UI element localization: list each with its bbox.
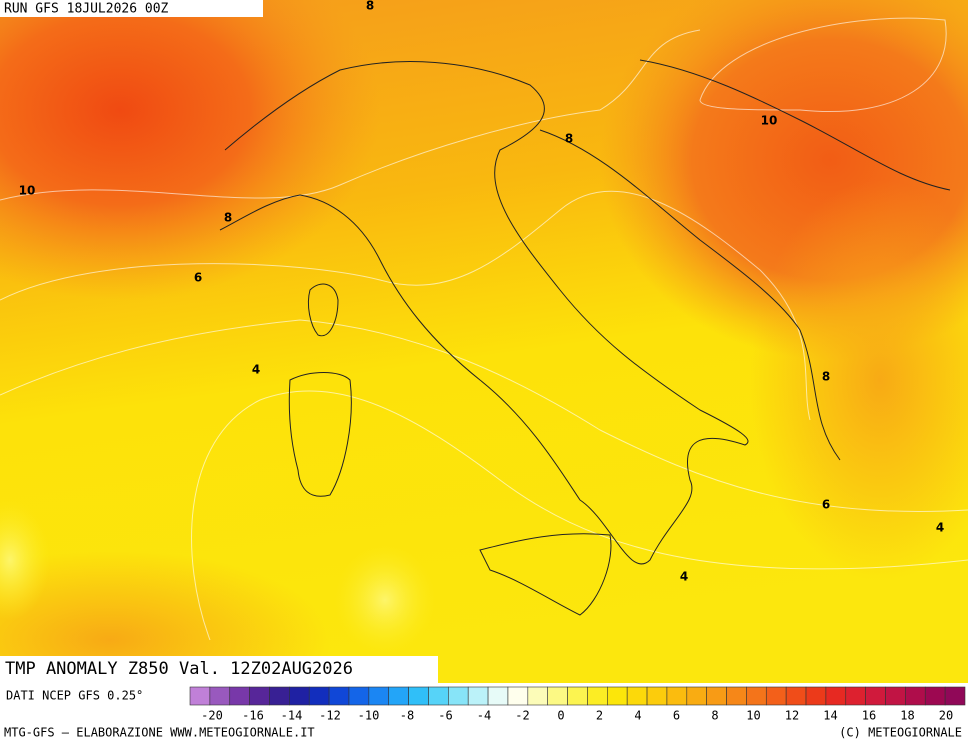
colorbar-swatch [706, 686, 727, 706]
colorbar-swatch [805, 686, 827, 706]
colorbar-tick-label: 14 [823, 709, 837, 723]
footer-left: MTG-GFS — ELABORAZIONE WWW.METEOGIORNALE… [4, 726, 315, 740]
colorbar-swatch [885, 686, 906, 706]
contour-label: 6 [822, 498, 830, 512]
colorbar-tick-label: -8 [400, 709, 414, 723]
colorbar-swatch [666, 686, 688, 706]
colorbar-swatch [686, 686, 707, 706]
colorbar-tick-label: -16 [242, 709, 264, 723]
colorbar-swatch [229, 686, 250, 706]
colorbar-tick-label: 12 [785, 709, 799, 723]
contour-label: 4 [252, 363, 260, 377]
contour-label: 8 [366, 0, 374, 13]
colorbar-swatch [924, 686, 946, 706]
colorbar-swatch [487, 686, 509, 706]
contour-label: 8 [224, 211, 232, 225]
colorbar-swatch [905, 686, 926, 706]
colorbar-swatch [785, 686, 807, 706]
colorbar-swatch [646, 686, 668, 706]
colorbar-tick-label: -12 [319, 709, 341, 723]
colorbar-swatch [428, 686, 449, 706]
colorbar-tick-label: 6 [673, 709, 680, 723]
colorbar-tick-label: 4 [634, 709, 641, 723]
colorbar-swatch [249, 686, 270, 706]
title-box [0, 656, 438, 683]
colorbar-tick-label: 18 [900, 709, 914, 723]
colorbar-swatch [467, 686, 489, 706]
colorbar-swatch [865, 686, 886, 706]
colorbar-swatch [607, 686, 628, 706]
colorbar-tick-label: 20 [939, 709, 953, 723]
colorbar-tick-label: -14 [281, 709, 303, 723]
colorbar-swatch [944, 686, 966, 706]
contour-label: 10 [761, 114, 778, 128]
colorbar-swatch [328, 686, 350, 706]
contour-label: 10 [19, 184, 36, 198]
colorbar-swatch [507, 686, 529, 706]
map-title: TMP ANOMALY Z850 Val. 12Z02AUG2026 [5, 659, 353, 679]
colorbar-swatch [765, 686, 787, 706]
colorbar-tick-label: 10 [746, 709, 760, 723]
header-box [0, 0, 263, 17]
contour-labels: 8 10 8 10 8 6 4 8 6 4 4 [19, 0, 945, 584]
colorbar-swatch [368, 686, 390, 706]
colorbar-swatch [289, 686, 310, 706]
colorbar: -20 -16 -14 -12 -10 -8 -6 -4 -2 0 2 4 6 8 10 12 14 16 18 20 [189, 686, 966, 723]
run-label: RUN GFS 18JUL2026 00Z [4, 2, 169, 17]
colorbar-swatch [746, 686, 767, 706]
contour-label: 6 [194, 271, 202, 285]
contour-label: 4 [680, 570, 688, 584]
colorbar-tick-label: -10 [358, 709, 380, 723]
colorbar-tick-label: -2 [515, 709, 529, 723]
colorbar-swatch [845, 686, 866, 706]
colorbar-swatch [348, 686, 370, 706]
colorbar-swatch [408, 686, 429, 706]
colorbar-tick-label: 2 [596, 709, 603, 723]
colorbar-tick-label: -6 [438, 709, 452, 723]
map [0, 0, 968, 730]
colorbar-swatch [388, 686, 409, 706]
colorbar-tick-label: 8 [711, 709, 718, 723]
colorbar-tick-label: -20 [201, 709, 223, 723]
colorbar-tick-label: 0 [557, 709, 564, 723]
colorbar-swatch [587, 686, 608, 706]
colorbar-swatch [626, 686, 648, 706]
colorbar-tick-label: 16 [862, 709, 876, 723]
colorbar-swatch [547, 686, 568, 706]
footer-right: (C) METEOGIORNALE [839, 726, 962, 740]
colorbar-swatch [308, 686, 330, 706]
colorbar-swatch [726, 686, 747, 706]
colorbar-swatch [269, 686, 290, 706]
colorbar-swatch [448, 686, 469, 706]
colorbar-swatch [189, 686, 211, 706]
colorbar-swatch [567, 686, 588, 706]
colorbar-swatch [527, 686, 548, 706]
contour-label: 8 [822, 370, 830, 384]
colorbar-tick-label: -4 [477, 709, 491, 723]
colorbar-swatch [825, 686, 847, 706]
contour-label: 8 [565, 132, 573, 146]
colorbar-swatch [209, 686, 231, 706]
source-label: DATI NCEP GFS 0.25° [6, 689, 143, 703]
contour-label: 4 [936, 521, 944, 535]
